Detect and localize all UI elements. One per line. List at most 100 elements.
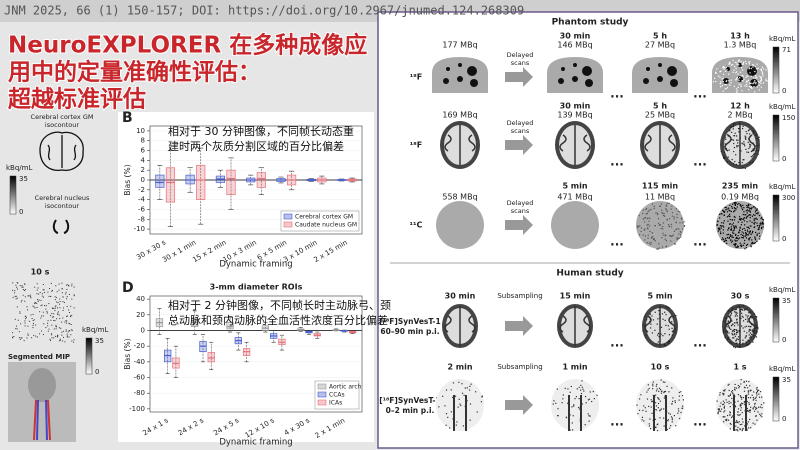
noise-dot: [754, 239, 757, 241]
noise-dot: [35, 302, 37, 304]
box: [196, 164, 206, 200]
section-title: Phantom study: [552, 18, 629, 28]
noise-dot: [664, 311, 666, 313]
noise-dot: [656, 430, 659, 432]
noise-dot: [741, 312, 743, 314]
noise-dot: [657, 248, 659, 250]
noise-dot: [37, 287, 39, 289]
noise-dot: [673, 414, 676, 417]
noise-dot: [756, 331, 758, 333]
noise-dot: [728, 227, 730, 229]
noise-dot: [752, 399, 754, 401]
noise-dot: [755, 316, 757, 318]
frame-activity: 471 MBq: [557, 193, 592, 202]
noise-dot: [678, 233, 680, 235]
noise-dot: [652, 419, 654, 421]
noise-dot: [734, 333, 736, 335]
y-tick-label: -80: [134, 389, 145, 397]
noise-dot: [670, 240, 672, 242]
frame-time: 30 s: [731, 292, 750, 301]
noise-dot: [736, 318, 738, 320]
colorbar-unit: kBq/mL: [769, 286, 795, 294]
noise-dot: [760, 69, 762, 71]
noise-dot: [41, 304, 43, 306]
noise-dot: [722, 222, 725, 224]
noise-dot: [667, 223, 670, 226]
noise-dot: [750, 336, 752, 338]
noise-dot: [751, 221, 753, 224]
noise-dot: [571, 429, 574, 431]
noise-dot: [24, 322, 26, 324]
noise-dot: [724, 206, 726, 209]
noise-dot: [756, 330, 758, 332]
noise-dot: [735, 312, 737, 314]
noise-dot: [738, 237, 741, 239]
noise-dot: [450, 411, 452, 413]
noise-dot: [16, 328, 18, 330]
noise-dot: [726, 211, 729, 213]
legend-label: CCAs: [329, 392, 345, 399]
noise-dot: [744, 135, 746, 137]
noise-dot: [658, 313, 660, 315]
noise-dot: [755, 212, 757, 215]
noise-dot: [746, 394, 748, 396]
noise-dot: [722, 332, 725, 334]
noise-dot: [737, 338, 739, 341]
noise-dot: [452, 418, 454, 420]
noise-dot: [647, 211, 649, 213]
noise-dot: [642, 330, 644, 332]
noise-dot: [734, 65, 736, 68]
noise-dot: [736, 240, 738, 242]
noise-dot: [674, 331, 677, 333]
noise-dot: [740, 67, 743, 69]
noise-dot: [739, 428, 741, 431]
noise-dot: [729, 319, 732, 322]
noise-dot: [36, 283, 38, 285]
noise-dot: [755, 324, 757, 327]
brain-folds: [444, 125, 476, 165]
noise-dot: [755, 414, 757, 417]
noise-dot: [58, 283, 60, 285]
noise-dot: [726, 208, 728, 210]
noise-dot: [650, 406, 652, 408]
noise-dot: [59, 339, 61, 341]
noise-dot: [755, 149, 758, 152]
noise-dot: [722, 229, 725, 231]
scan-label: 60–90 min p.i.: [380, 327, 439, 336]
noise-dot: [724, 317, 727, 319]
noise-dot: [746, 344, 748, 346]
noise-dot: [737, 128, 740, 130]
noise-dot: [728, 389, 730, 392]
noise-dot: [730, 324, 733, 326]
noise-dot: [680, 236, 682, 238]
noise-dot: [722, 156, 725, 158]
noise-dot: [756, 234, 758, 236]
ellipsis: ···: [693, 238, 707, 252]
noise-dot: [12, 332, 14, 334]
noise-dot: [755, 388, 758, 390]
noise-dot: [732, 124, 734, 127]
noise-dot: [730, 82, 732, 84]
noise-dot: [733, 394, 735, 396]
noise-dot: [732, 337, 734, 339]
noise-dot: [742, 62, 745, 64]
noise-dot: [652, 381, 654, 383]
noise-dot: [743, 211, 745, 213]
noise-dot: [41, 330, 43, 332]
noise-dot: [742, 232, 745, 234]
noise-dot: [758, 396, 761, 398]
noise-dot: [668, 340, 670, 343]
noise-dot: [726, 326, 728, 328]
noise-dot: [642, 212, 644, 215]
noise-dot: [738, 83, 740, 85]
noise-dot: [748, 207, 750, 209]
noise-dot: [651, 315, 653, 317]
noise-dot: [732, 393, 734, 395]
noise-dot: [569, 414, 571, 416]
noise-dot: [61, 288, 63, 290]
noise-dot: [31, 337, 33, 339]
noise-dot: [49, 288, 51, 290]
noise-dot: [736, 429, 738, 431]
noise-dot: [756, 394, 758, 396]
noise-dot: [748, 403, 750, 405]
